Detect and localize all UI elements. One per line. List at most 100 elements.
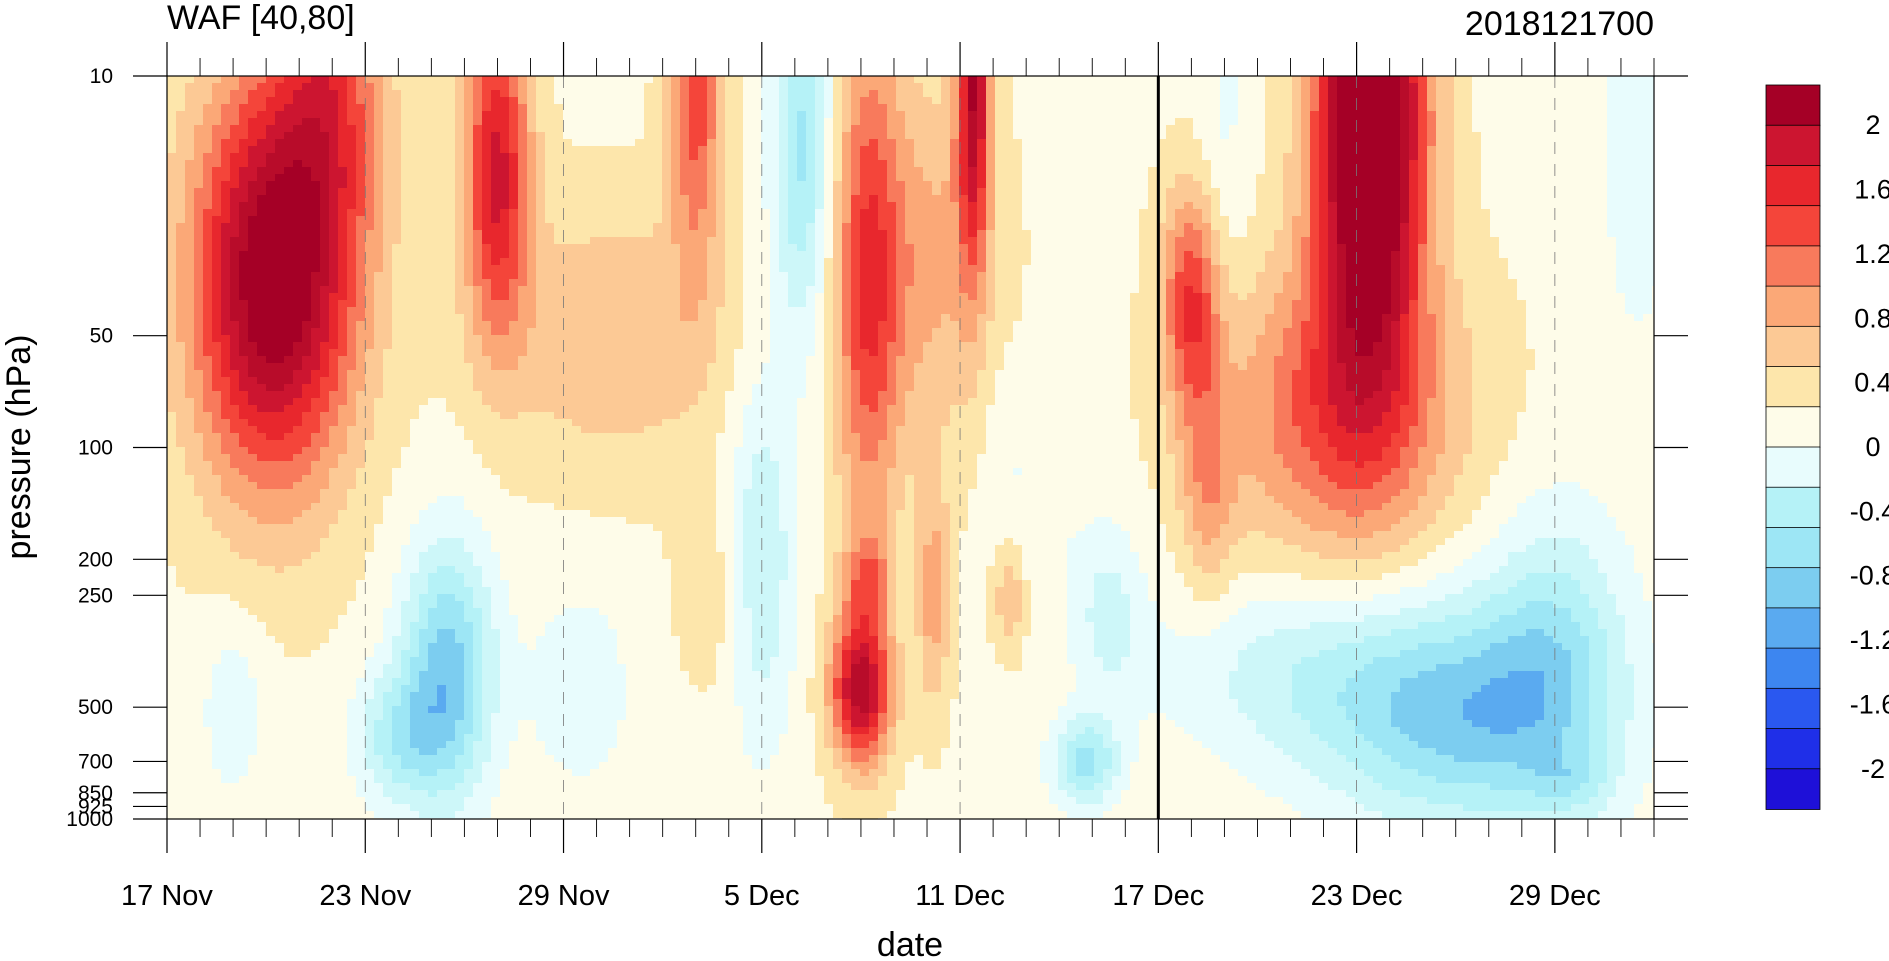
contour-cell [536, 167, 546, 175]
contour-cell [221, 335, 231, 343]
contour-cell [212, 762, 222, 770]
contour-cell [221, 153, 231, 161]
contour-cell [185, 356, 195, 364]
contour-cell [356, 762, 366, 770]
contour-cell [437, 363, 447, 371]
contour-cell [491, 181, 501, 189]
contour-cell [230, 804, 240, 812]
contour-cell [482, 797, 492, 805]
contour-cell [275, 83, 285, 91]
contour-cell [338, 83, 348, 91]
contour-cell [266, 111, 276, 119]
contour-cell [275, 286, 285, 294]
contour-cell [563, 510, 573, 518]
contour-cell [410, 405, 420, 413]
contour-cell [491, 370, 501, 378]
contour-cell [293, 559, 303, 567]
contour-cell [383, 188, 393, 196]
contour-cell [167, 272, 177, 280]
contour-cell [554, 216, 564, 224]
contour-cell [320, 496, 330, 504]
contour-cell [365, 209, 375, 217]
contour-cell [545, 678, 555, 686]
contour-cell [248, 650, 258, 658]
contour-cell [320, 237, 330, 245]
contour-cell [464, 412, 474, 420]
contour-cell [176, 391, 186, 399]
contour-cell [293, 755, 303, 763]
contour-cell [392, 524, 402, 532]
contour-cell [437, 391, 447, 399]
contour-cell [518, 139, 528, 147]
contour-cell [221, 167, 231, 175]
contour-cell [410, 272, 420, 280]
contour-cell [572, 97, 582, 105]
contour-cell [329, 342, 339, 350]
contour-cell [473, 552, 483, 560]
contour-cell [383, 244, 393, 252]
contour-cell [329, 692, 339, 700]
contour-cell [311, 566, 321, 574]
contour-cell [176, 734, 186, 742]
contour-cell [437, 307, 447, 315]
contour-cell [419, 104, 429, 112]
contour-cell [221, 538, 231, 546]
contour-cell [527, 622, 537, 630]
contour-cell [230, 216, 240, 224]
contour-cell [509, 279, 519, 287]
contour-cell [446, 118, 456, 126]
contour-cell [221, 615, 231, 623]
contour-cell [320, 265, 330, 273]
contour-cell [428, 272, 438, 280]
contour-cell [176, 517, 186, 525]
contour-cell [203, 258, 213, 266]
contour-cell [572, 167, 582, 175]
contour-cell [221, 160, 231, 168]
contour-cell [284, 566, 294, 574]
contour-cell [392, 440, 402, 448]
contour-cell [491, 727, 501, 735]
contour-cell [401, 615, 411, 623]
contour-cell [500, 650, 510, 658]
contour-cell [383, 664, 393, 672]
contour-cell [275, 790, 285, 798]
contour-cell [527, 209, 537, 217]
contour-cell [338, 454, 348, 462]
contour-cell [275, 237, 285, 245]
contour-cell [563, 720, 573, 728]
contour-cell [572, 139, 582, 147]
contour-cell [545, 517, 555, 525]
contour-cell [509, 321, 519, 329]
contour-cell [491, 111, 501, 119]
contour-cell [581, 356, 591, 364]
contour-cell [167, 314, 177, 322]
contour-cell [194, 223, 204, 231]
contour-cell [275, 314, 285, 322]
contour-cell [248, 552, 258, 560]
contour-cell [338, 160, 348, 168]
contour-cell [482, 433, 492, 441]
contour-cell [473, 657, 483, 665]
contour-cell [572, 629, 582, 637]
contour-cell [248, 531, 258, 539]
contour-cell [482, 181, 492, 189]
contour-cell [302, 531, 312, 539]
contour-cell [455, 328, 465, 336]
contour-cell [329, 384, 339, 392]
contour-cell [545, 692, 555, 700]
contour-cell [464, 804, 474, 812]
contour-cell [500, 391, 510, 399]
contour-cell [392, 223, 402, 231]
contour-cell [446, 251, 456, 259]
contour-cell [176, 783, 186, 791]
contour-cell [329, 580, 339, 588]
contour-cell [491, 615, 501, 623]
contour-cell [302, 643, 312, 651]
contour-cell [581, 517, 591, 525]
contour-cell [518, 174, 528, 182]
contour-cell [464, 503, 474, 511]
contour-cell [293, 566, 303, 574]
contour-cell [248, 538, 258, 546]
contour-cell [374, 321, 384, 329]
contour-cell [482, 139, 492, 147]
